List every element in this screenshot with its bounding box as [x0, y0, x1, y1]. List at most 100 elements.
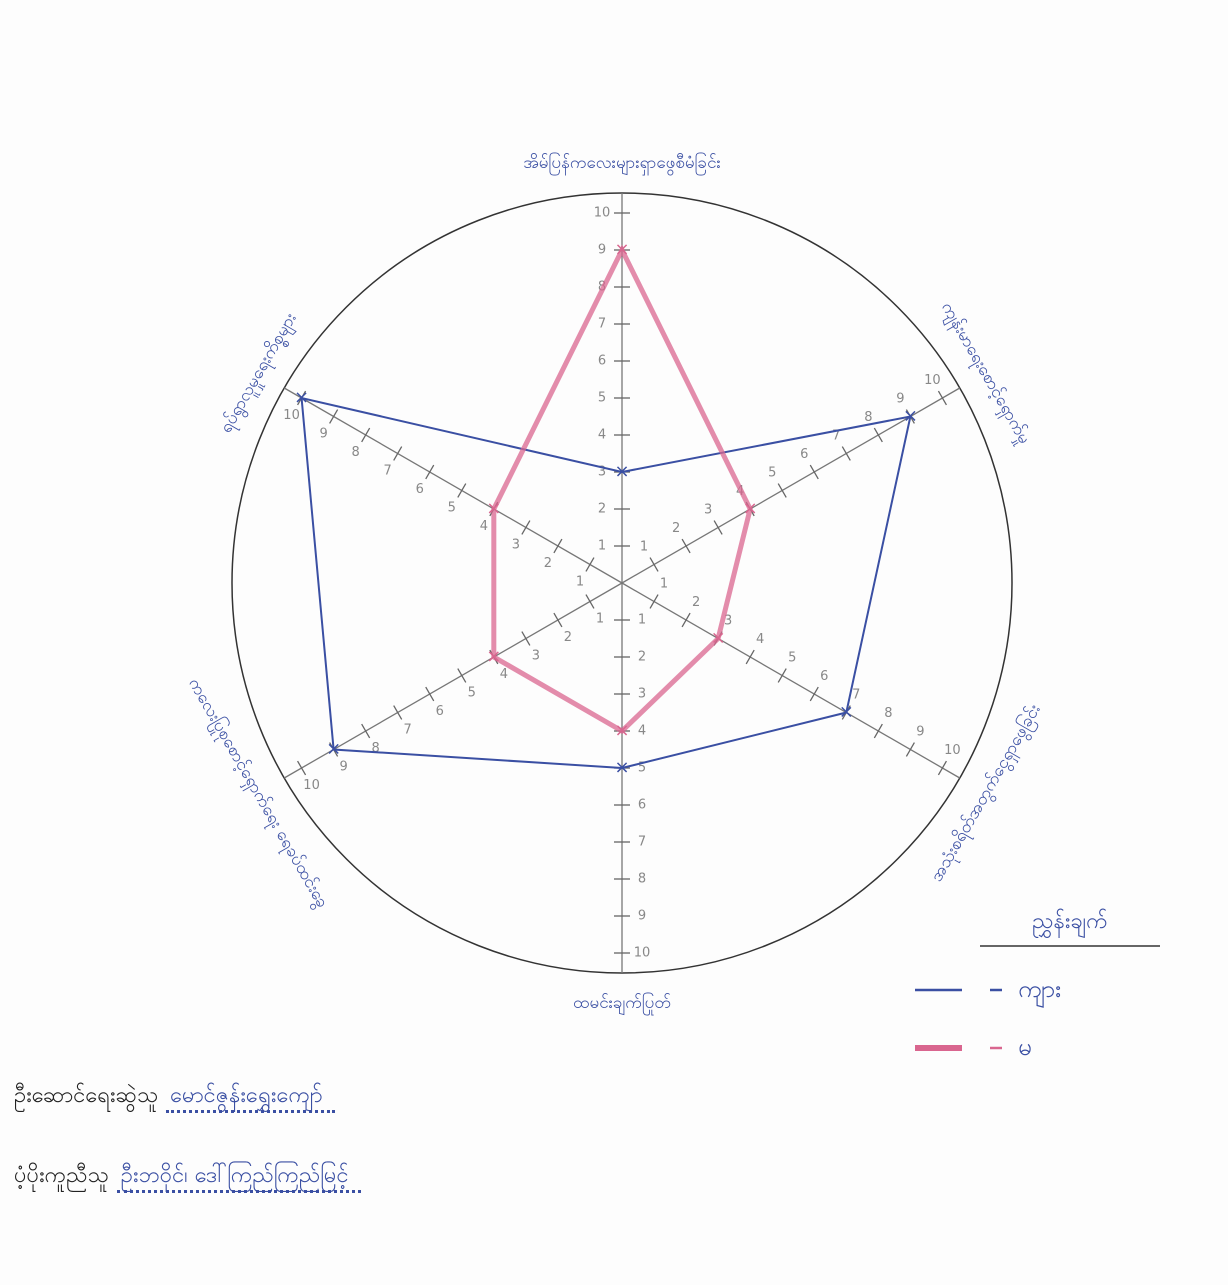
tick-mark [874, 428, 882, 442]
point-marker: × [326, 739, 341, 760]
tick-label: 1 [640, 540, 648, 555]
axis-label: ကျန်းမာရေးစောင့်ရှောက်မှု [934, 299, 1034, 449]
tick-mark [714, 521, 722, 535]
tick-label: 8 [864, 410, 872, 425]
tick-mark [938, 761, 946, 775]
tick-mark [554, 539, 562, 553]
tick-mark [746, 650, 754, 664]
tick-label: 1 [576, 574, 584, 589]
tick-label: 9 [598, 243, 606, 258]
tick-label: 7 [384, 463, 392, 478]
credit-value: ဦးဘဝိုင်၊ ဒေါ်ကြည်ကြည်မြင့် [117, 1163, 361, 1193]
tick-label: 7 [638, 835, 646, 850]
point-marker: × [614, 239, 629, 260]
tick-mark [426, 687, 434, 701]
tick-mark [842, 447, 850, 461]
tick-label: 2 [638, 650, 646, 665]
tick-mark [778, 484, 786, 498]
tick-label: 4 [500, 667, 508, 682]
tick-label: 3 [638, 687, 646, 702]
tick-label: 6 [436, 704, 444, 719]
tick-label: 4 [598, 428, 606, 443]
tick-label: 6 [800, 447, 808, 462]
tick-mark [458, 669, 466, 683]
tick-label: 9 [896, 392, 904, 407]
tick-label: 3 [704, 503, 712, 518]
tick-label: 5 [448, 500, 456, 515]
point-marker: × [614, 720, 629, 741]
tick-mark [362, 724, 370, 738]
tick-label: 5 [788, 651, 796, 666]
tick-label: 4 [638, 724, 646, 739]
credit-value: မောင်ဇွန်းရွှေးကျော် [166, 1083, 334, 1113]
axis-label: ကလေးပြုစုစောင့်ရှောက်ရေး ရေခပ်ထင်းခွေ [182, 674, 334, 913]
point-marker: × [614, 461, 629, 482]
point-marker: × [743, 498, 758, 519]
tick-label: 10 [283, 408, 300, 423]
point-marker: × [294, 387, 309, 408]
point-marker: × [711, 628, 726, 649]
axis-line [284, 388, 622, 583]
tick-label: 1 [660, 577, 668, 592]
tick-mark [810, 465, 818, 479]
tick-label: 6 [820, 669, 828, 684]
point-marker: × [614, 757, 629, 778]
legend-label: မ [1018, 1033, 1032, 1061]
tick-mark [874, 724, 882, 738]
axis-label: အိမ်ပြန်ကလေးများရှာဖွေစီမံခြင်း [523, 151, 721, 176]
tick-mark [522, 521, 530, 535]
tick-label: 6 [638, 798, 646, 813]
tick-mark [522, 632, 530, 646]
tick-label: 9 [319, 426, 327, 441]
tick-label: 1 [638, 613, 646, 628]
tick-label: 5 [768, 466, 776, 481]
tick-mark [586, 595, 594, 609]
tick-label: 4 [756, 632, 764, 647]
tick-label: 2 [564, 630, 572, 645]
tick-label: 1 [598, 539, 606, 554]
tick-mark [650, 558, 658, 572]
series-line [302, 398, 911, 768]
tick-label: 2 [544, 556, 552, 571]
tick-label: 2 [598, 502, 606, 517]
tick-label: 7 [852, 688, 860, 703]
tick-mark [906, 743, 914, 757]
tick-label: 8 [372, 741, 380, 756]
tick-mark [682, 613, 690, 627]
legend-label: ကျား [1018, 975, 1061, 1008]
credit-row: ပံ့ပိုးကူညီသူ ဦးဘဝိုင်၊ ဒေါ်ကြည်ကြည်မြင့် [14, 1160, 361, 1193]
page: {"chart_data": {"type": "radar", "catego… [0, 0, 1228, 1285]
chart: 1 2 3 4 5 6 7 8 9 10 အိမ်ပြန်ကလေးများရှာဖွေစီမံခြင… [0, 0, 1228, 1080]
credit-row: ဦးဆောင်ရေးဆွဲသူမောင်ဇွန်းရွှေးကျော် [14, 1080, 335, 1113]
point-marker: × [839, 702, 854, 723]
tick-mark [778, 669, 786, 683]
tick-mark [650, 595, 658, 609]
tick-label: 10 [944, 743, 961, 758]
point-marker: × [486, 646, 501, 667]
tick-label: 9 [638, 909, 646, 924]
point-marker: × [486, 498, 501, 519]
axis-label: အသုံးစရိတ်အတွက်ငွေရှာဖွေခြင်း [925, 700, 1047, 887]
tick-mark [362, 428, 370, 442]
tick-label: 3 [532, 648, 540, 663]
tick-label: 7 [598, 317, 606, 332]
tick-label: 3 [512, 537, 520, 552]
tick-label: 5 [468, 685, 476, 700]
legend-title: ညွှန်းချက် [1032, 908, 1108, 938]
tick-mark [586, 558, 594, 572]
tick-label: 10 [924, 373, 941, 388]
tick-label: 2 [692, 595, 700, 610]
tick-label: 9 [339, 759, 347, 774]
tick-label: 2 [672, 521, 680, 536]
tick-mark [426, 465, 434, 479]
tick-mark [682, 539, 690, 553]
point-marker: × [903, 406, 918, 427]
tick-mark [458, 484, 466, 498]
tick-label: 10 [594, 206, 611, 221]
tick-mark [554, 613, 562, 627]
credit-label: ပံ့ပိုးကူညီသူ [14, 1163, 109, 1188]
tick-label: 1 [596, 611, 604, 626]
tick-mark [394, 706, 402, 720]
tick-label: 8 [352, 445, 360, 460]
tick-label: 8 [638, 872, 646, 887]
